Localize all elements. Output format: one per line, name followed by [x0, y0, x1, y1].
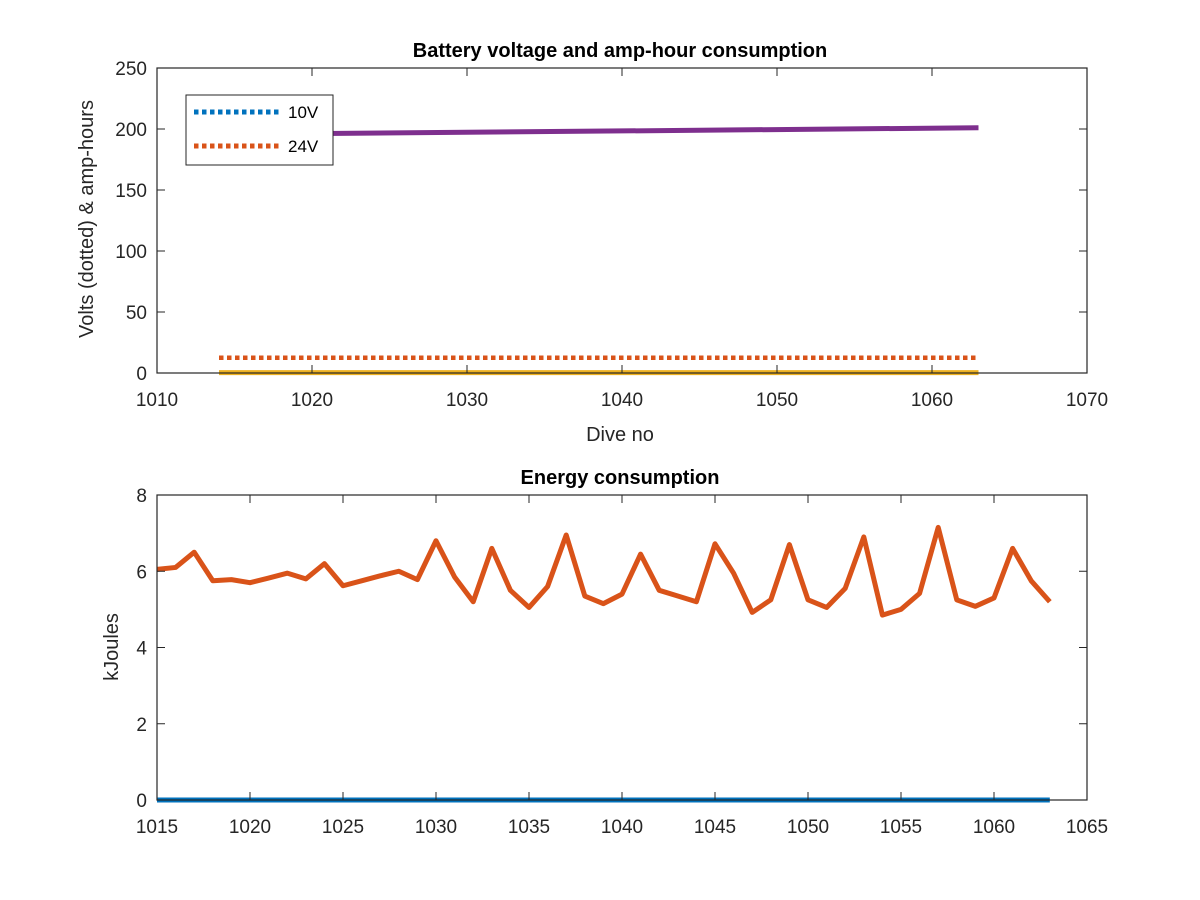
- top-ticks-group: 1010 1020 1030 1040 1050 1060 1070 0 50 100 150 200…: [115, 59, 1108, 411]
- top-x-tick-label: 1030: [446, 390, 488, 411]
- bottom-series-group: [156, 524, 1052, 803]
- legend-label-24v: 24V: [288, 137, 319, 156]
- bottom-axes-box: [156, 494, 1088, 801]
- top-x-tick-label: 1020: [291, 390, 333, 411]
- bottom-chart-title: Energy consumption: [521, 467, 720, 489]
- legend-box: [185, 94, 334, 166]
- energy-subplot: Energy consumption kJoules 1015 1020 1025 1…: [101, 467, 1108, 838]
- bottom-x-tick-label: 1035: [508, 817, 550, 838]
- top-x-tick-label: 1070: [1066, 390, 1108, 411]
- top-y-tick-label: 100: [115, 242, 147, 263]
- bottom-ticks-group: 1015 1020 1025 1030 1035 1040 1045 1050 1055 1060…: [136, 486, 1108, 838]
- top-x-tick-label: 1010: [136, 390, 178, 411]
- bottom-x-tick-label: 1055: [880, 817, 922, 838]
- legend-label-10v: 10V: [288, 103, 319, 122]
- bottom-x-tick-label: 1015: [136, 817, 178, 838]
- bottom-y-tick-label: 8: [136, 486, 147, 507]
- bottom-y-tick-label: 4: [136, 639, 147, 660]
- bottom-y-tick-label: 0: [136, 791, 147, 812]
- bottom-x-tick-label: 1050: [787, 817, 829, 838]
- top-x-axis-label: Dive no: [586, 424, 654, 446]
- top-chart-title: Battery voltage and amp-hour consumption: [413, 40, 827, 62]
- bottom-x-tick-label: 1020: [229, 817, 271, 838]
- bottom-x-tick-label: 1065: [1066, 817, 1108, 838]
- top-y-tick-label: 150: [115, 181, 147, 202]
- bottom-y-tick-label: 2: [136, 715, 147, 736]
- bottom-x-tick-label: 1045: [694, 817, 736, 838]
- top-x-tick-label: 1060: [911, 390, 953, 411]
- bottom-y-axis-label: kJoules: [101, 613, 123, 681]
- bottom-x-tick-label: 1025: [322, 817, 364, 838]
- voltage-subplot: Battery voltage and amp-hour consumption…: [76, 40, 1108, 446]
- bottom-series-line-0: [156, 524, 1052, 618]
- top-x-tick-label: 1050: [756, 390, 798, 411]
- bottom-x-tick-label: 1060: [973, 817, 1015, 838]
- bottom-y-tick-label: 6: [136, 562, 147, 583]
- top-y-axis-label: Volts (dotted) & amp-hours: [76, 100, 98, 338]
- top-y-tick-label: 250: [115, 59, 147, 80]
- legend: 10V 24V: [185, 94, 334, 166]
- top-x-tick-label: 1040: [601, 390, 643, 411]
- top-series-line-3: [218, 125, 979, 137]
- top-y-tick-label: 0: [136, 364, 147, 385]
- bottom-x-tick-label: 1030: [415, 817, 457, 838]
- top-y-tick-label: 50: [126, 303, 147, 324]
- top-y-tick-label: 200: [115, 120, 147, 141]
- bottom-x-tick-label: 1040: [601, 817, 643, 838]
